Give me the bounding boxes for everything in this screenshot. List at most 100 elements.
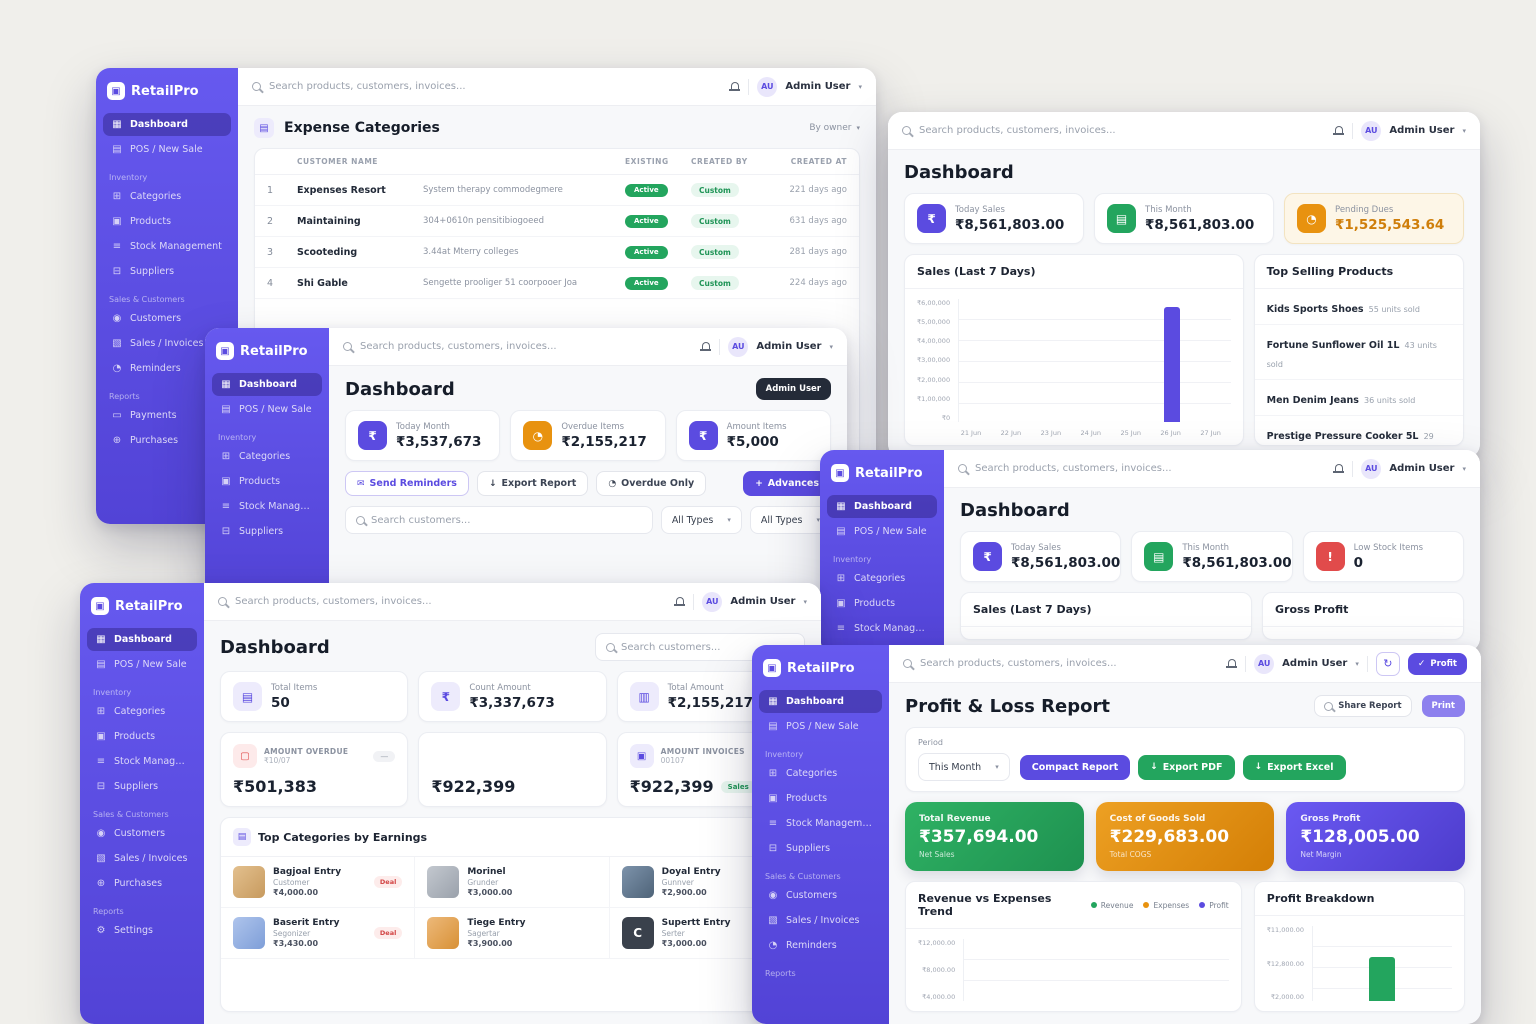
sidebar-item[interactable]: ⊟ Suppliers	[87, 775, 197, 798]
search-input[interactable]	[920, 658, 1219, 669]
sidebar-item[interactable]: ▣ Products	[827, 592, 937, 615]
refresh-button[interactable]: ↻	[1375, 651, 1400, 676]
sidebar-item[interactable]: ▦ Dashboard	[103, 113, 231, 136]
nav-item-icon: ≡	[221, 501, 231, 512]
sidebar-item[interactable]: ▤ POS / New Sale	[87, 653, 197, 676]
category-entry[interactable]: Tiege Entry Sagertar ₹3,900.00	[415, 908, 610, 959]
type-filter-select-2[interactable]: All Types ▾	[749, 506, 831, 534]
sidebar-item[interactable]: ▧ Sales / Invoices	[87, 847, 197, 870]
notifications-bell-icon[interactable]	[729, 81, 741, 93]
action-button[interactable]: + Advances	[743, 471, 831, 496]
sidebar-item[interactable]: ◔ Reminders	[103, 357, 231, 380]
sidebar-item[interactable]: ≡ Stock Management	[212, 495, 322, 518]
sidebar-item[interactable]: ≡ Stock Management	[759, 812, 882, 835]
chevron-down-icon[interactable]: ▾	[1355, 659, 1359, 668]
type-filter-select[interactable]: All Types ▾	[660, 506, 742, 534]
sidebar-item[interactable]: ⊟ Suppliers	[103, 260, 231, 283]
sidebar-item[interactable]: ▣ Products	[87, 725, 197, 748]
sidebar-item[interactable]: ≡ Stock Management	[87, 750, 197, 773]
sidebar-item[interactable]: ▦ Dashboard	[87, 628, 197, 651]
share-report-button[interactable]: Share Report	[1314, 695, 1412, 717]
sidebar-item[interactable]: ▧ Sales / Invoices	[759, 909, 882, 932]
notifications-bell-icon[interactable]	[700, 341, 712, 353]
search-input[interactable]	[360, 341, 693, 352]
sidebar-item[interactable]: ⊟ Suppliers	[759, 837, 882, 860]
sidebar-item[interactable]: ⊞ Categories	[87, 700, 197, 723]
stat-card: ◔ Overdue Items ₹2,155,217	[510, 410, 666, 461]
sidebar-item[interactable]: ▦ Dashboard	[759, 690, 882, 713]
sidebar-item[interactable]: ◉ Customers	[103, 307, 231, 330]
sidebar-item[interactable]: ⊕ Purchases	[87, 872, 197, 895]
sidebar-item[interactable]: ▣ Products	[103, 210, 231, 233]
sidebar-item[interactable]: ⊞ Categories	[103, 185, 231, 208]
nav-item-icon: ▧	[768, 915, 778, 926]
notifications-bell-icon[interactable]	[1333, 125, 1345, 137]
action-button[interactable]: ✉ Send Reminders	[345, 471, 469, 496]
sidebar-item[interactable]: ⊕ Purchases	[103, 429, 231, 452]
search-input[interactable]	[235, 596, 667, 607]
sidebar-item[interactable]: ⚙ Settings	[87, 919, 197, 942]
notifications-bell-icon[interactable]	[1226, 658, 1238, 670]
report-action-button[interactable]: ↓ Export Excel	[1242, 754, 1346, 780]
report-action-button[interactable]: Compact Report	[1019, 754, 1131, 780]
avatar[interactable]: AU	[728, 336, 749, 357]
sidebar-item[interactable]: ◉ Customers	[87, 822, 197, 845]
sidebar-item[interactable]: ⊞ Categories	[759, 762, 882, 785]
customer-search-input[interactable]	[621, 641, 794, 653]
table-row[interactable]: 2 Maintaining 304+0610n pensitibiogoeed …	[255, 206, 859, 237]
table-row[interactable]: 3 Scooteding 3.44at Mterry colleges Acti…	[255, 237, 859, 268]
print-button[interactable]: Print	[1421, 695, 1465, 717]
action-button[interactable]: ◔ Overdue Only	[596, 471, 707, 496]
avatar[interactable]: AU	[1361, 458, 1382, 479]
table-row[interactable]: 4 Shi Gable Sengette prooliger 51 coorpo…	[255, 268, 859, 299]
chevron-down-icon[interactable]: ▾	[1462, 126, 1466, 135]
action-button[interactable]: ↓ Export Report	[476, 471, 589, 496]
notifications-bell-icon[interactable]	[674, 596, 686, 608]
sidebar-item[interactable]: ≡ Stock Management	[103, 235, 231, 258]
product-item[interactable]: Men Denim Jeans 36 units sold	[1254, 380, 1463, 416]
chevron-down-icon[interactable]: ▾	[858, 82, 862, 91]
product-item[interactable]: Fortune Sunflower Oil 1L 43 units sold	[1254, 325, 1463, 380]
sidebar-item[interactable]: ◔ Reminders	[759, 934, 882, 957]
avatar[interactable]: AU	[702, 591, 723, 612]
avatar[interactable]: AU	[1254, 653, 1275, 674]
sidebar-item[interactable]: ⊟ Suppliers	[212, 520, 322, 543]
sidebar-item[interactable]: ⊞ Categories	[827, 567, 937, 590]
chevron-down-icon[interactable]: ▾	[829, 342, 833, 351]
sidebar-item[interactable]: ▣ Products	[759, 787, 882, 810]
sidebar-item[interactable]: ▤ POS / New Sale	[103, 138, 231, 161]
avatar[interactable]: AU	[1361, 120, 1382, 141]
sidebar-item[interactable]: ▤ POS / New Sale	[212, 398, 322, 421]
sidebar-item[interactable]: ▤ POS / New Sale	[827, 520, 937, 543]
sidebar-item[interactable]: ▤ POS / New Sale	[759, 715, 882, 738]
table-row[interactable]: 1 Expenses Resort System therapy commode…	[255, 175, 859, 206]
category-entry[interactable]: Morinel Grunder ₹3,000.00	[415, 857, 610, 908]
sidebar-item[interactable]: ▦ Dashboard	[827, 495, 937, 518]
report-action-button[interactable]: ↓ Export PDF	[1138, 754, 1235, 780]
category-entry[interactable]: Baserit Entry Segonizer ₹3,430.00 Deal	[221, 908, 416, 959]
avatar[interactable]: AU	[757, 76, 778, 97]
profit-button[interactable]: ✓ Profit	[1407, 652, 1467, 675]
sidebar-item[interactable]: ▧ Sales / Invoices	[103, 332, 231, 355]
sidebar-item[interactable]: ≡ Stock Management	[827, 617, 937, 640]
sidebar-item[interactable]: ▦ Dashboard	[212, 373, 322, 396]
sidebar-item[interactable]: ⊞ Categories	[212, 445, 322, 468]
admin-user-button[interactable]: Admin User	[755, 378, 831, 400]
sidebar-item[interactable]: ▣ Products	[212, 470, 322, 493]
notifications-bell-icon[interactable]	[1333, 463, 1345, 475]
chevron-down-icon[interactable]: ▾	[1462, 464, 1466, 473]
search-input[interactable]	[919, 125, 1326, 136]
period-select[interactable]: This Month ▾	[918, 753, 1010, 781]
search-input[interactable]	[975, 463, 1326, 474]
chevron-down-icon[interactable]: ▾	[803, 597, 807, 606]
product-item[interactable]: Kids Sports Shoes 55 units sold	[1254, 289, 1463, 325]
category-entry[interactable]: Bagjoal Entry Customer ₹4,000.00 Deal	[221, 857, 416, 908]
search-input[interactable]	[269, 81, 722, 92]
category-entry[interactable]: C Supertt Entry Serter ₹3,000.00	[609, 908, 804, 959]
customer-search[interactable]	[345, 506, 653, 534]
owner-filter[interactable]: By owner ▾	[809, 123, 860, 133]
customer-search-input[interactable]	[371, 514, 642, 526]
sidebar-item[interactable]: ▭ Payments	[103, 404, 231, 427]
sidebar-item[interactable]: ◉ Customers	[759, 884, 882, 907]
product-item[interactable]: Prestige Pressure Cooker 5L 29 units sol…	[1255, 416, 1463, 445]
